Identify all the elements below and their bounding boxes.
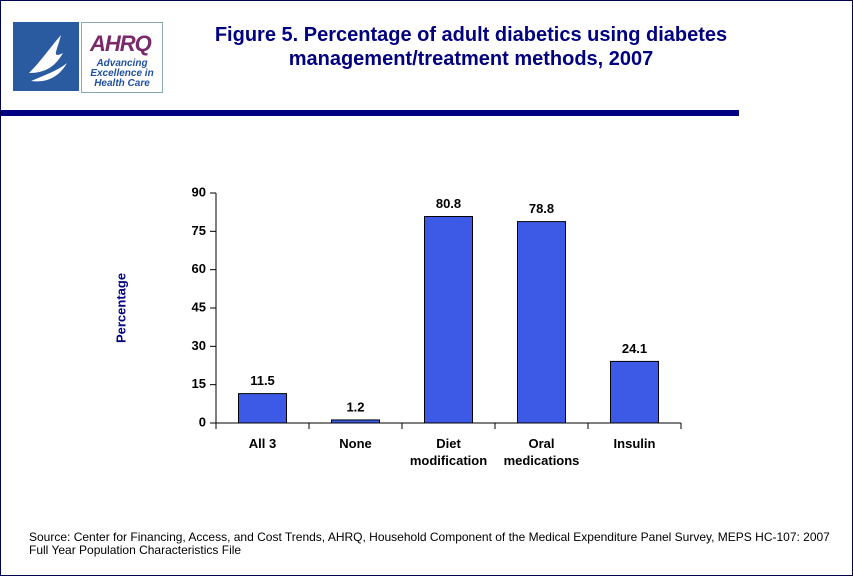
y-tick-label: 45 [192,299,206,314]
bar [238,393,287,424]
y-tick-label: 0 [199,414,206,429]
bar [610,360,659,424]
logo-tagline: Advancing Excellence in Health Care [90,58,154,89]
x-tick-label: Diet modification [409,436,488,468]
y-tick-label: 75 [192,223,206,238]
y-tick-label: 15 [192,376,206,391]
bar [424,216,473,424]
source-note: Source: Center for Financing, Access, an… [29,530,830,557]
hhs-eagle [29,35,67,82]
value-label: 80.8 [436,196,461,211]
y-axis-label: Percentage [113,273,128,343]
logo-name: AHRQ [90,31,152,56]
value-label: 78.8 [529,201,554,216]
x-tick-label: None [339,436,372,451]
x-tick-label: Oral medications [503,436,580,468]
x-tick-label: Insulin [613,436,656,451]
header-rule [1,110,739,116]
chart-title: Figure 5. Percentage of adult diabetics … [214,24,728,70]
value-label: 24.1 [622,341,647,356]
value-label: 11.5 [250,373,275,388]
value-label: 1.2 [346,399,364,414]
y-tick-label: 90 [192,184,206,199]
bar [517,221,566,424]
y-tick-label: 30 [192,338,206,353]
ahrq-logo: AHRQ Advancing Excellence in Health Care [81,22,163,93]
x-tick-label: All 3 [248,436,277,451]
y-tick-label: 60 [192,261,206,276]
